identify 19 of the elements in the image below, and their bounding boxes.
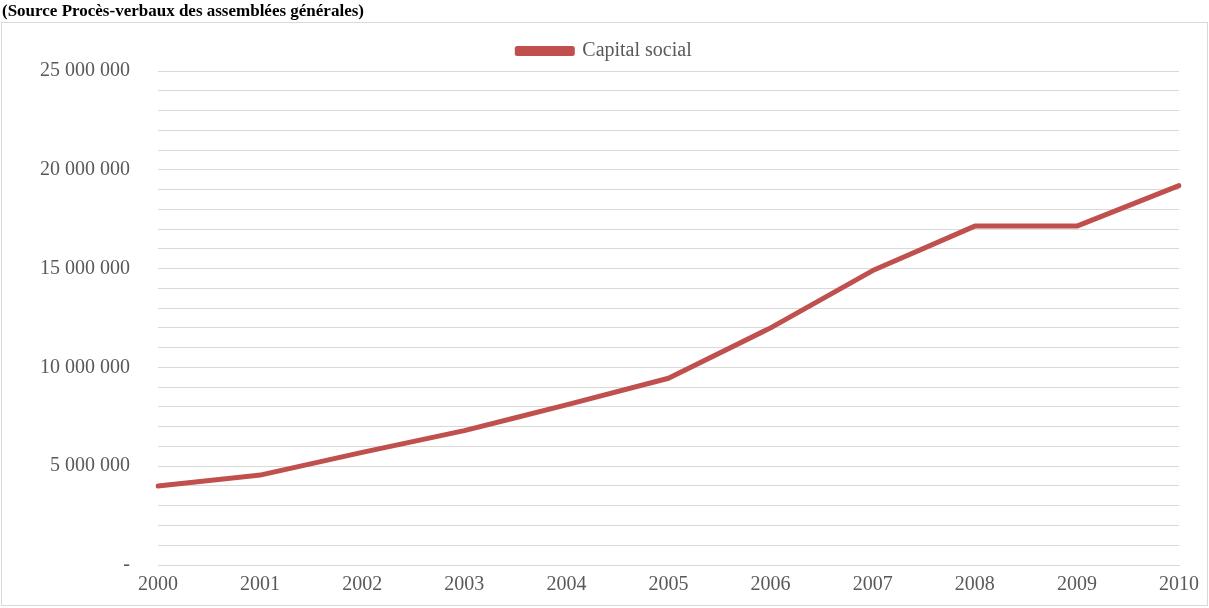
y-tick-label: 20 000 000 xyxy=(40,157,130,180)
x-tick-label: 2005 xyxy=(648,572,689,595)
legend-label: Capital social xyxy=(582,38,693,62)
y-tick-label: 25 000 000 xyxy=(40,58,130,81)
x-tick-label: 2003 xyxy=(444,572,485,595)
y-tick-label: - xyxy=(123,552,130,575)
chart-title: (Source Procès-verbaux des assemblées générales) xyxy=(1,0,365,22)
y-tick-label: 5 000 000 xyxy=(50,453,130,476)
x-tick-label: 2010 xyxy=(1159,572,1199,595)
x-tick-label: 2002 xyxy=(342,572,383,595)
x-tick-label: 2008 xyxy=(954,572,995,595)
y-tick-label: 15 000 000 xyxy=(40,255,130,278)
x-tick-label: 2001 xyxy=(240,572,281,595)
x-tick-label: 2007 xyxy=(852,572,893,595)
x-tick-label: 2004 xyxy=(546,572,587,595)
x-tick-label: 2000 xyxy=(138,572,178,595)
x-tick-label: 2006 xyxy=(750,572,791,595)
y-tick-label: 10 000 000 xyxy=(40,354,130,377)
x-tick-label: 2009 xyxy=(1056,572,1097,595)
